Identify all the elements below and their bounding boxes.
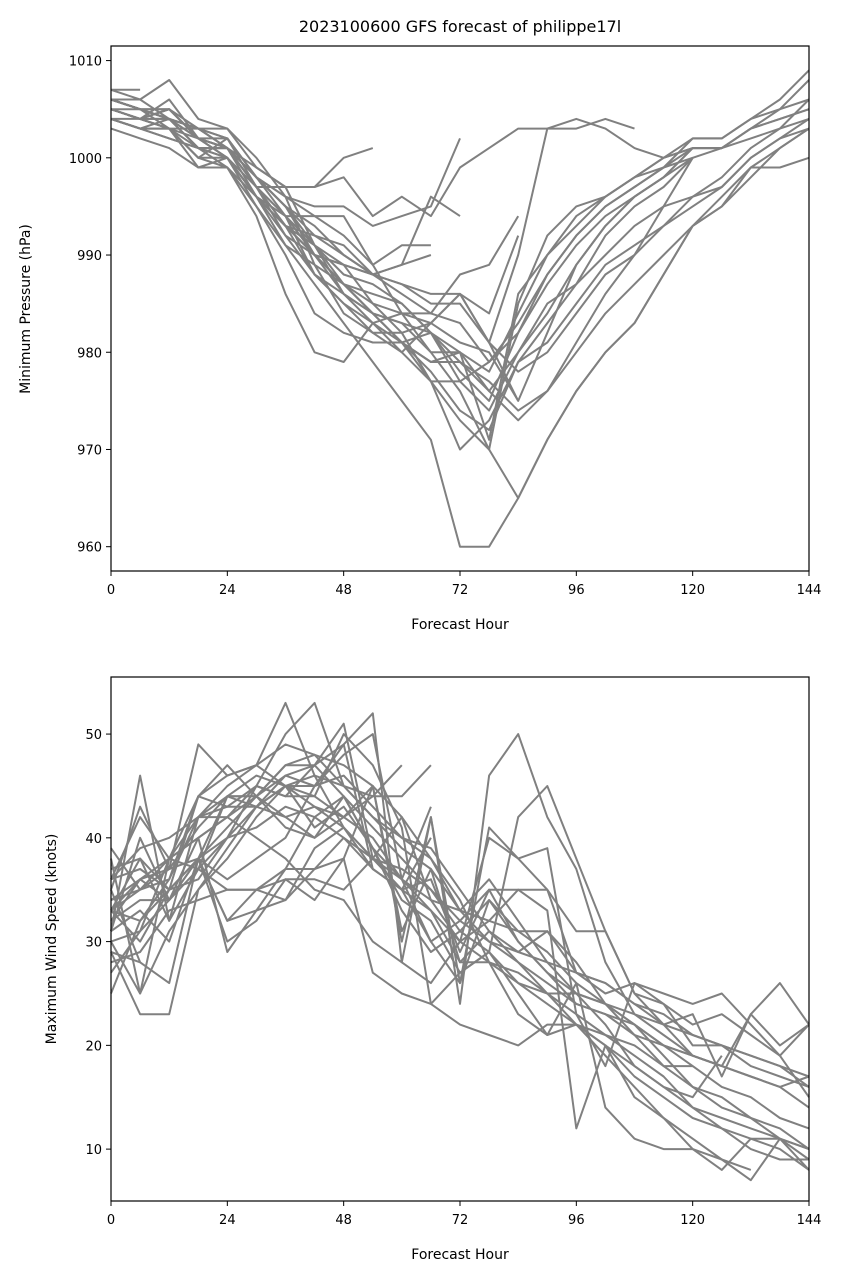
wind-x-tick-label: 120 xyxy=(680,1213,705,1228)
pressure-x-tick-label: 0 xyxy=(107,583,115,598)
pressure-series-line-6 xyxy=(110,69,810,363)
pressure-x-ticks: 0 24 48 72 96 120 144 xyxy=(107,571,822,598)
pressure-y-tick-label: 990 xyxy=(77,249,102,264)
wind-y-tick-label: 20 xyxy=(85,1039,102,1054)
pressure-y-tick-label: 980 xyxy=(77,346,102,361)
pressure-series-line-14 xyxy=(110,108,694,393)
wind-y-tick-label: 10 xyxy=(85,1143,102,1158)
pressure-chart: 0 24 48 72 96 120 144 960 970 980 990 1000 1010 For… xyxy=(18,45,822,633)
wind-x-tick-label: 72 xyxy=(452,1213,469,1228)
pressure-x-tick-label: 48 xyxy=(335,583,352,598)
pressure-x-tick-label: 72 xyxy=(452,583,469,598)
pressure-y-tick-label: 970 xyxy=(77,443,102,458)
wind-y-tick-label: 50 xyxy=(85,728,102,743)
wind-series-line-14 xyxy=(110,733,810,1078)
pressure-y-tick-label: 1000 xyxy=(69,152,102,167)
wind-series-line-8 xyxy=(110,743,810,1088)
wind-series-line-18 xyxy=(110,764,723,1068)
wind-series-line-23 xyxy=(110,764,432,922)
wind-series-line-21 xyxy=(110,826,432,943)
wind-series-line-22 xyxy=(110,795,432,953)
wind-y-axis-label: Maximum Wind Speed (knots) xyxy=(44,834,60,1045)
pressure-y-ticks: 960 970 980 990 1000 1010 xyxy=(69,55,111,556)
wind-x-tick-label: 48 xyxy=(335,1213,352,1228)
wind-y-tick-label: 30 xyxy=(85,936,102,951)
pressure-x-tick-label: 144 xyxy=(797,583,822,598)
pressure-series-line-22 xyxy=(110,108,461,227)
wind-series-line-7 xyxy=(110,774,809,1161)
wind-chart: 0 24 48 72 96 120 144 10 20 30 40 50 Forecast Hour… xyxy=(44,676,822,1263)
pressure-series-group xyxy=(110,69,810,548)
pressure-series-line-24 xyxy=(110,98,432,276)
pressure-y-tick-label: 1010 xyxy=(69,55,102,70)
pressure-series-line-23 xyxy=(111,117,431,266)
pressure-series-line-16 xyxy=(111,98,694,412)
wind-x-tick-label: 144 xyxy=(797,1213,822,1228)
wind-x-tick-label: 24 xyxy=(219,1213,236,1228)
wind-series-line-13 xyxy=(110,733,810,1078)
pressure-series-line-0 xyxy=(110,79,810,373)
pressure-series-line-18 xyxy=(110,98,694,218)
wind-x-ticks: 0 24 48 72 96 120 144 xyxy=(107,1201,822,1228)
wind-x-tick-label: 96 xyxy=(568,1213,585,1228)
pressure-x-axis-label: Forecast Hour xyxy=(411,617,509,633)
pressure-y-axis-label: Minimum Pressure (hPa) xyxy=(18,224,34,394)
pressure-x-tick-label: 96 xyxy=(568,583,585,598)
pressure-x-tick-label: 120 xyxy=(680,583,705,598)
chart-title: 2023100600 GFS forecast of philippe17l xyxy=(299,17,621,36)
wind-y-ticks: 10 20 30 40 50 xyxy=(85,728,111,1158)
wind-series-line-26 xyxy=(110,951,141,964)
wind-x-tick-label: 0 xyxy=(107,1213,115,1228)
pressure-series-line-7 xyxy=(110,117,810,548)
pressure-series-line-25 xyxy=(111,108,374,188)
wind-series-line-25 xyxy=(110,743,374,922)
wind-x-axis-label: Forecast Hour xyxy=(411,1247,509,1263)
pressure-series-line-2 xyxy=(110,117,810,500)
wind-y-tick-label: 40 xyxy=(85,832,102,847)
wind-series-line-20 xyxy=(110,805,723,1099)
wind-series-group xyxy=(110,701,810,1182)
pressure-x-tick-label: 24 xyxy=(219,583,236,598)
pressure-y-tick-label: 960 xyxy=(77,541,102,556)
wind-series-line-5 xyxy=(110,722,810,1109)
